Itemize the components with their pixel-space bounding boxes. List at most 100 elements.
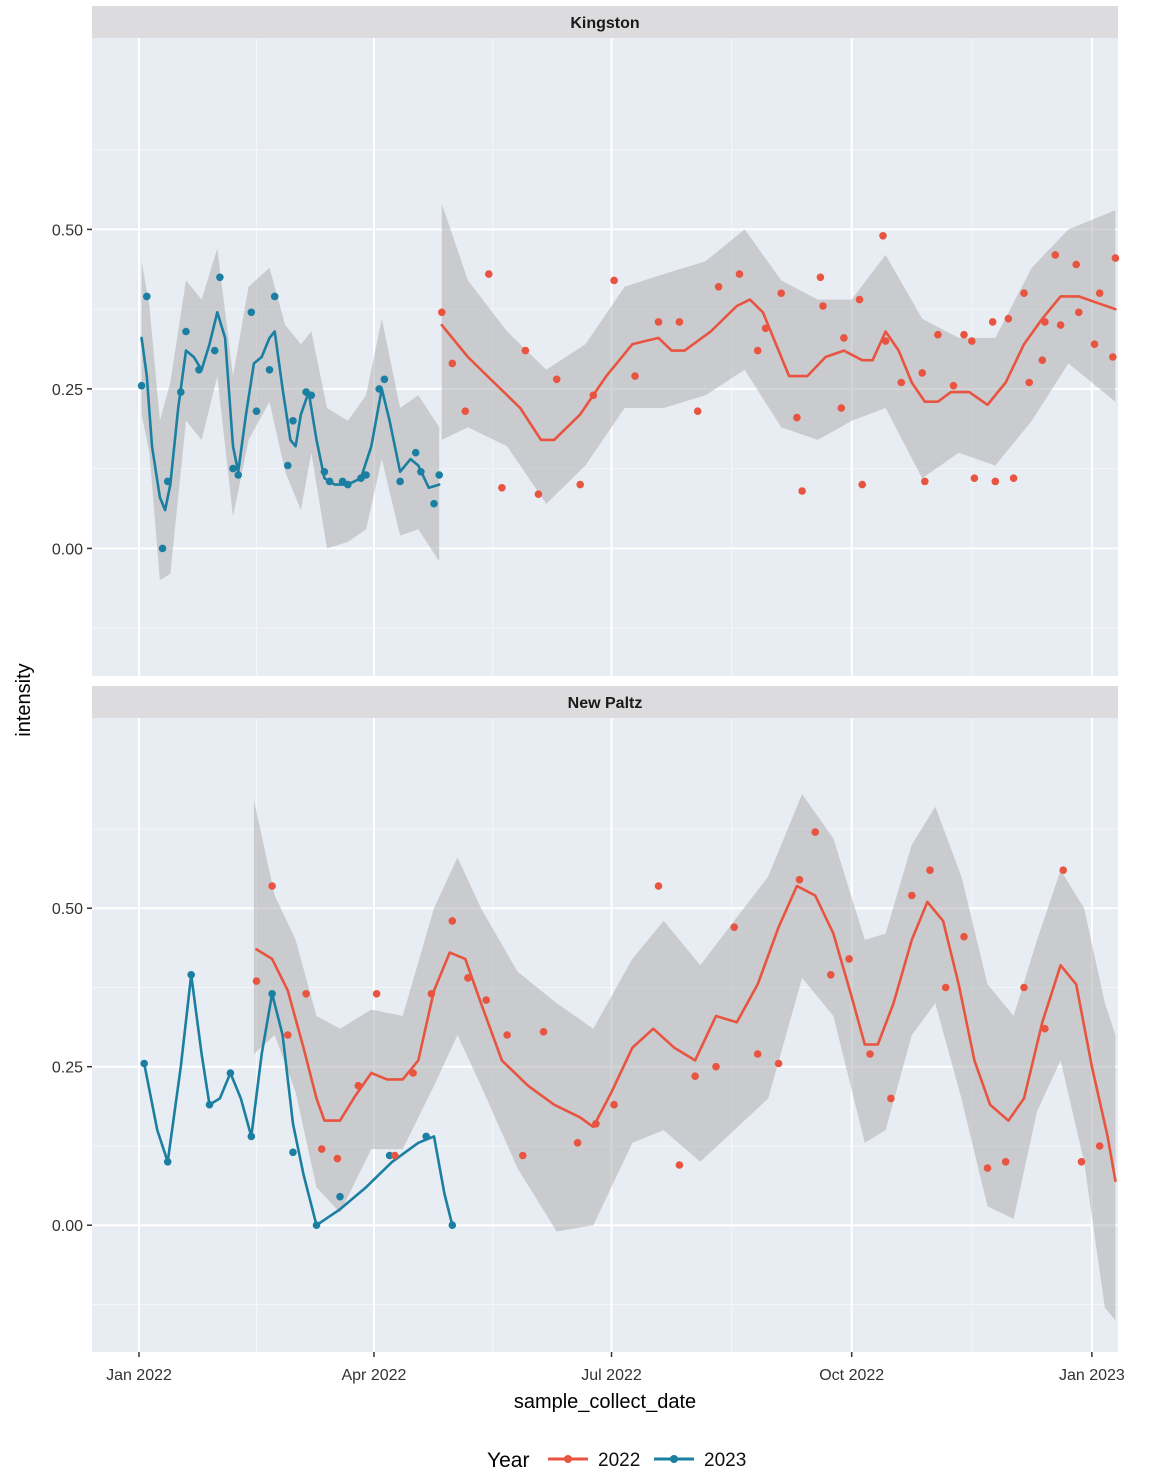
y-tick-label: 0.25 — [52, 382, 83, 399]
data-point-2022 — [968, 337, 976, 345]
data-point-2022 — [592, 1120, 600, 1128]
x-tick-label: Jul 2022 — [581, 1367, 642, 1384]
data-point-2023 — [229, 464, 237, 473]
data-point-2023 — [385, 1151, 394, 1160]
data-point-2023 — [210, 346, 219, 355]
data-point-2022 — [988, 318, 997, 326]
data-point-2023 — [435, 471, 444, 479]
data-point-2022 — [753, 1050, 762, 1058]
data-point-2022 — [317, 1145, 326, 1153]
data-point-2022 — [675, 318, 684, 326]
data-point-2022 — [654, 882, 663, 890]
facet-strip-label: Kingston — [570, 15, 639, 32]
data-point-2022 — [960, 330, 968, 339]
x-tick-label: Jan 2023 — [1059, 1367, 1125, 1384]
data-point-2022 — [409, 1069, 417, 1077]
data-point-2022 — [1111, 254, 1120, 262]
data-point-2023 — [307, 391, 316, 400]
data-point-2023 — [247, 308, 256, 317]
legend-key-point-2022 — [564, 1455, 572, 1463]
data-point-2023 — [380, 375, 389, 384]
data-point-2022 — [654, 318, 663, 326]
data-point-2022 — [333, 1154, 342, 1163]
data-point-2022 — [1059, 866, 1067, 874]
data-point-2023 — [289, 417, 297, 425]
data-point-2022 — [1072, 260, 1080, 269]
data-point-2022 — [1077, 1158, 1086, 1166]
data-point-2023 — [226, 1069, 235, 1077]
data-point-2023 — [417, 468, 425, 476]
confidence-band-2022 — [253, 794, 1116, 1321]
data-point-2022 — [1095, 1142, 1104, 1150]
data-point-2023 — [411, 448, 420, 457]
data-point-2022 — [498, 484, 506, 492]
data-point-2022 — [816, 273, 825, 282]
data-point-2022 — [1041, 1024, 1049, 1033]
data-point-2022 — [354, 1081, 363, 1090]
data-point-2022 — [1025, 378, 1033, 387]
data-point-2023 — [312, 1221, 321, 1229]
data-point-2022 — [691, 1072, 699, 1080]
data-point-2022 — [827, 971, 835, 979]
smooth-line-2023 — [140, 310, 441, 512]
data-point-2022 — [302, 990, 310, 998]
data-point-2022 — [855, 295, 864, 304]
data-point-2022 — [1004, 314, 1013, 323]
y-tick-label: 0.00 — [52, 541, 83, 558]
data-point-2022 — [881, 337, 890, 345]
data-point-2022 — [534, 490, 543, 499]
data-point-2022 — [252, 977, 261, 985]
data-point-2022 — [712, 1062, 720, 1071]
data-point-2023 — [270, 292, 279, 301]
data-point-2022 — [552, 375, 561, 384]
data-point-2022 — [521, 346, 530, 355]
data-point-2022 — [391, 1151, 399, 1160]
legend-title: Year — [487, 1449, 529, 1472]
data-point-2023 — [289, 1148, 297, 1157]
y-tick-label: 0.50 — [52, 901, 83, 918]
data-point-2022 — [1020, 983, 1028, 992]
data-point-2022 — [714, 283, 723, 291]
data-point-2022 — [1075, 308, 1083, 317]
data-point-2022 — [539, 1028, 548, 1036]
data-point-2022 — [1051, 251, 1060, 259]
facet-strip-label: New Paltz — [568, 695, 643, 712]
data-point-2022 — [485, 270, 493, 278]
data-point-2022 — [1020, 289, 1028, 298]
data-point-2022 — [793, 413, 801, 422]
legend: Year 2022 2023 — [487, 1449, 746, 1472]
data-point-2022 — [461, 407, 470, 416]
data-point-2022 — [840, 334, 848, 342]
data-point-2023 — [234, 471, 242, 479]
data-point-2022 — [960, 932, 968, 941]
data-point-2022 — [761, 324, 770, 333]
y-tick-label: 0.25 — [52, 1060, 83, 1077]
data-point-2023 — [182, 327, 190, 336]
confidence-band-2023 — [141, 248, 440, 581]
data-point-2022 — [448, 917, 457, 925]
facet-strip — [92, 686, 1118, 718]
data-point-2022 — [372, 990, 381, 998]
data-point-2022 — [908, 891, 916, 900]
y-tick-label: 0.50 — [52, 222, 83, 239]
data-point-2023 — [375, 385, 384, 393]
x-tick-label: Apr 2022 — [341, 1367, 406, 1384]
x-axis-title: sample_collect_date — [514, 1391, 696, 1413]
data-point-2023 — [268, 990, 276, 998]
data-point-2023 — [205, 1100, 214, 1109]
data-point-2023 — [137, 381, 146, 390]
data-point-2023 — [362, 471, 370, 479]
data-point-2023 — [252, 407, 261, 416]
smooth-line-2022 — [255, 884, 1117, 1183]
data-point-2022 — [777, 289, 785, 298]
data-point-2022 — [1109, 353, 1117, 361]
data-point-2022 — [589, 391, 598, 400]
data-point-2022 — [774, 1059, 783, 1068]
data-point-2022 — [1041, 318, 1049, 326]
data-point-2023 — [143, 292, 151, 301]
data-point-2022 — [949, 381, 958, 390]
data-point-2023 — [158, 544, 167, 553]
x-tick-label: Jan 2022 — [106, 1367, 172, 1384]
data-point-2023 — [325, 477, 334, 486]
data-point-2023 — [422, 1132, 431, 1141]
